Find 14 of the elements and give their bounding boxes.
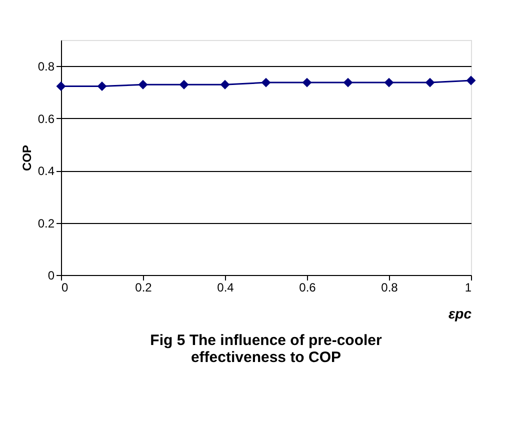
y-tick-label: 0.8 xyxy=(38,60,55,74)
x-axis-title: εpc xyxy=(448,306,472,322)
y-tick-label: 0 xyxy=(48,268,55,282)
x-tick-label: 0.4 xyxy=(217,280,234,294)
x-tick-label: 0 xyxy=(62,280,68,294)
x-tick-label: 0.2 xyxy=(135,280,152,294)
y-tick-label: 0.4 xyxy=(38,164,55,178)
y-tick-label: 0.6 xyxy=(38,112,55,126)
y-tick-label: 0.2 xyxy=(38,216,55,230)
x-tick-label: 0.8 xyxy=(381,280,398,294)
x-tick-label: 0.6 xyxy=(299,280,316,294)
y-axis-title: COP xyxy=(20,144,34,172)
x-tick-label: 1 xyxy=(464,280,472,294)
text: Fig 5 The influence of pre-cooler effectiveness to COP xyxy=(150,332,382,366)
